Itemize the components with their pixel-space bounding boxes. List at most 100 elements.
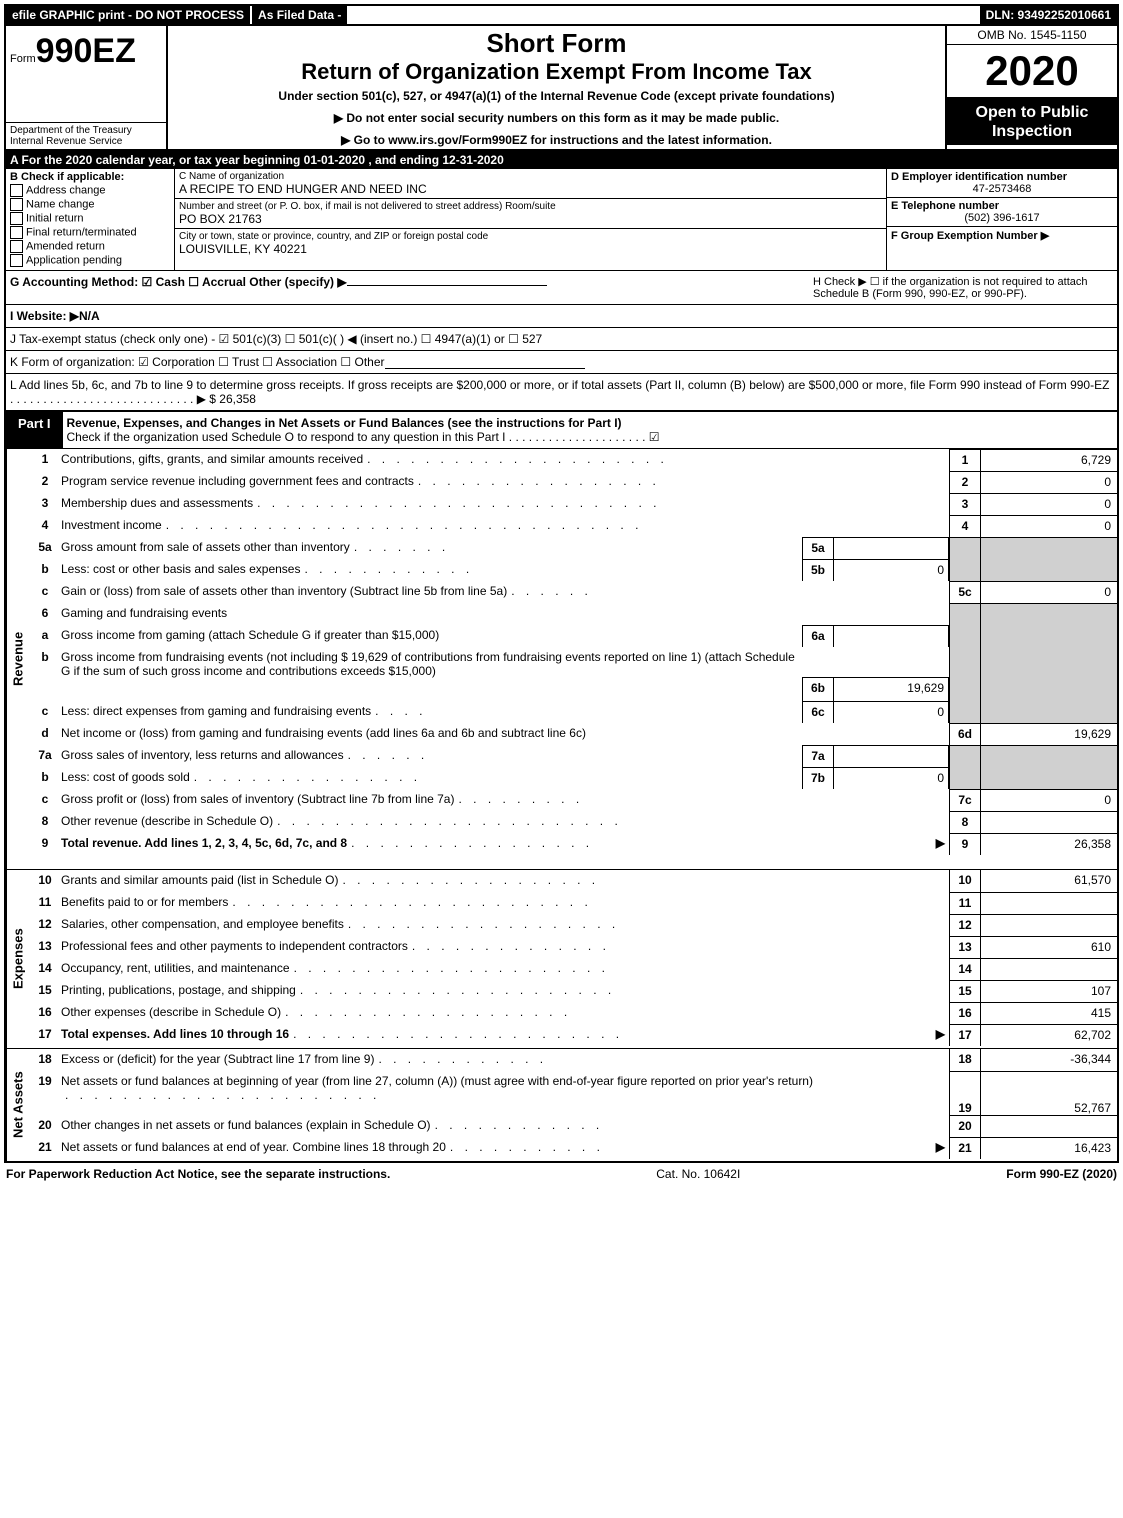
line-7c: c Gross profit or (loss) from sales of i… bbox=[29, 789, 1117, 811]
g-cell: G Accounting Method: ☑ Cash ☐ Accrual Ot… bbox=[10, 275, 813, 300]
line-6d: d Net income or (loss) from gaming and f… bbox=[29, 723, 1117, 745]
c-addr-val: PO BOX 21763 bbox=[179, 212, 882, 226]
title-cell: Short Form Return of Organization Exempt… bbox=[168, 26, 945, 149]
chk-final: Final return/terminated bbox=[10, 226, 170, 239]
city-cell: City or town, state or province, country… bbox=[175, 229, 886, 258]
omb-label: OMB No. 1545-1150 bbox=[947, 26, 1117, 45]
h-cell: H Check ▶ ☐ if the organization is not r… bbox=[813, 275, 1113, 300]
footer: For Paperwork Reduction Act Notice, see … bbox=[4, 1163, 1119, 1185]
line-20: 20 Other changes in net assets or fund b… bbox=[29, 1115, 1117, 1137]
k-label: K Form of organization: ☑ Corporation ☐ … bbox=[10, 355, 385, 369]
efile-label: efile GRAPHIC print - DO NOT PROCESS bbox=[6, 6, 250, 24]
line-9: 9 Total revenue. Add lines 1, 2, 3, 4, 5… bbox=[29, 833, 1117, 855]
line-6: 6 Gaming and fundraising events bbox=[29, 603, 1117, 625]
line-8: 8 Other revenue (describe in Schedule O)… bbox=[29, 811, 1117, 833]
c-name-label: C Name of organization bbox=[179, 171, 882, 182]
line-21: 21 Net assets or fund balances at end of… bbox=[29, 1137, 1117, 1159]
chk-pending: Application pending bbox=[10, 254, 170, 267]
form-prefix: Form bbox=[10, 53, 36, 65]
ein-val: 47-2573468 bbox=[891, 183, 1113, 195]
line-2: 2 Program service revenue including gove… bbox=[29, 471, 1117, 493]
line-12: 12 Salaries, other compensation, and emp… bbox=[29, 914, 1117, 936]
footer-left: For Paperwork Reduction Act Notice, see … bbox=[6, 1167, 390, 1181]
form-990-label: Form990EZ bbox=[6, 26, 166, 71]
line-3: 3 Membership dues and assessments. . . .… bbox=[29, 493, 1117, 515]
c-addr-label: Number and street (or P. O. box, if mail… bbox=[179, 201, 882, 212]
b-header: B Check if applicable: bbox=[10, 171, 170, 183]
k-row: K Form of organization: ☑ Corporation ☐ … bbox=[4, 351, 1119, 374]
line-6a: a Gross income from gaming (attach Sched… bbox=[29, 625, 1117, 647]
g-label: G Accounting Method: ☑ Cash ☐ Accrual Ot… bbox=[10, 275, 347, 289]
dept-label: Department of the Treasury Internal Reve… bbox=[6, 122, 166, 149]
side-expenses: Expenses bbox=[6, 870, 29, 1048]
chk-name: Name change bbox=[10, 198, 170, 211]
l-row: L Add lines 5b, 6c, and 7b to line 9 to … bbox=[4, 374, 1119, 412]
gh-row: G Accounting Method: ☑ Cash ☐ Accrual Ot… bbox=[4, 271, 1119, 305]
part-1-check: Check if the organization used Schedule … bbox=[67, 430, 660, 444]
chk-amended: Amended return bbox=[10, 240, 170, 253]
line-19: 19 Net assets or fund balances at beginn… bbox=[29, 1071, 1117, 1115]
line-1: 1 Contributions, gifts, grants, and simi… bbox=[29, 449, 1117, 471]
side-revenue: Revenue bbox=[6, 449, 29, 869]
c-name-val: A RECIPE TO END HUNGER AND NEED INC bbox=[179, 182, 882, 196]
grp-label: F Group Exemption Number ▶ bbox=[891, 229, 1113, 242]
line-5c: c Gain or (loss) from sale of assets oth… bbox=[29, 581, 1117, 603]
line-15: 15 Printing, publications, postage, and … bbox=[29, 980, 1117, 1002]
ein-cell: D Employer identification number 47-2573… bbox=[887, 169, 1117, 198]
j-row: J Tax-exempt status (check only one) - ☑… bbox=[4, 328, 1119, 351]
footer-mid: Cat. No. 10642I bbox=[390, 1167, 1006, 1181]
grp-cell: F Group Exemption Number ▶ bbox=[887, 227, 1117, 270]
dln-label: DLN: 93492252010661 bbox=[980, 6, 1117, 24]
org-name-cell: C Name of organization A RECIPE TO END H… bbox=[175, 169, 886, 199]
line-6c: c Less: direct expenses from gaming and … bbox=[29, 701, 1117, 723]
as-filed-blank bbox=[347, 13, 359, 17]
line-7b: b Less: cost of goods sold. . . . . . . … bbox=[29, 767, 1117, 789]
line-10: 10 Grants and similar amounts paid (list… bbox=[29, 870, 1117, 892]
part-1-title: Revenue, Expenses, and Changes in Net As… bbox=[63, 412, 1117, 448]
chk-initial: Initial return bbox=[10, 212, 170, 225]
col-d: D Employer identification number 47-2573… bbox=[886, 169, 1117, 270]
form-number: 990EZ bbox=[36, 32, 136, 70]
form-table: Revenue 1 Contributions, gifts, grants, … bbox=[4, 449, 1119, 1163]
chk-address: Address change bbox=[10, 184, 170, 197]
line-6b: b Gross income from fundraising events (… bbox=[29, 647, 1117, 701]
open-public-label: Open to Public Inspection bbox=[947, 99, 1117, 145]
tel-label: E Telephone number bbox=[891, 200, 1113, 212]
line-16: 16 Other expenses (describe in Schedule … bbox=[29, 1002, 1117, 1024]
form-name-cell: Form990EZ Department of the Treasury Int… bbox=[6, 26, 168, 149]
tel-cell: E Telephone number (502) 396-1617 bbox=[887, 198, 1117, 227]
footer-right: Form 990-EZ (2020) bbox=[1006, 1167, 1117, 1181]
note-1: ▶ Do not enter social security numbers o… bbox=[174, 111, 939, 125]
form-header: Form990EZ Department of the Treasury Int… bbox=[4, 26, 1119, 151]
i-label: I Website: ▶N/A bbox=[10, 309, 100, 323]
addr-cell: Number and street (or P. O. box, if mail… bbox=[175, 199, 886, 229]
subtitle: Under section 501(c), 527, or 4947(a)(1)… bbox=[174, 89, 939, 103]
as-filed-label: As Filed Data - bbox=[250, 6, 347, 24]
return-title: Return of Organization Exempt From Incom… bbox=[174, 59, 939, 85]
part-1-header: Part I Revenue, Expenses, and Changes in… bbox=[4, 412, 1119, 449]
side-netassets: Net Assets bbox=[6, 1049, 29, 1161]
ein-label: D Employer identification number bbox=[891, 171, 1113, 183]
line-4: 4 Investment income. . . . . . . . . . .… bbox=[29, 515, 1117, 537]
tel-val: (502) 396-1617 bbox=[891, 212, 1113, 224]
c-city-val: LOUISVILLE, KY 40221 bbox=[179, 242, 882, 256]
line-14: 14 Occupancy, rent, utilities, and maint… bbox=[29, 958, 1117, 980]
row-a: A For the 2020 calendar year, or tax yea… bbox=[4, 151, 1119, 169]
top-bar: efile GRAPHIC print - DO NOT PROCESS As … bbox=[4, 4, 1119, 26]
line-5b: b Less: cost or other basis and sales ex… bbox=[29, 559, 1117, 581]
line-5a: 5a Gross amount from sale of assets othe… bbox=[29, 537, 1117, 559]
year-label: 2020 bbox=[947, 45, 1117, 99]
line-17: 17 Total expenses. Add lines 10 through … bbox=[29, 1024, 1117, 1046]
i-row: I Website: ▶N/A bbox=[4, 305, 1119, 328]
line-13: 13 Professional fees and other payments … bbox=[29, 936, 1117, 958]
line-18: 18 Excess or (deficit) for the year (Sub… bbox=[29, 1049, 1117, 1071]
right-header-cell: OMB No. 1545-1150 2020 Open to Public In… bbox=[945, 26, 1117, 149]
short-form-title: Short Form bbox=[174, 28, 939, 59]
part-1-title-text: Revenue, Expenses, and Changes in Net As… bbox=[67, 416, 622, 430]
note-2: ▶ Go to www.irs.gov/Form990EZ for instru… bbox=[174, 133, 939, 147]
col-c: C Name of organization A RECIPE TO END H… bbox=[175, 169, 886, 270]
part-1-label: Part I bbox=[6, 412, 63, 448]
col-b: B Check if applicable: Address change Na… bbox=[6, 169, 175, 270]
c-city-label: City or town, state or province, country… bbox=[179, 231, 882, 242]
info-grid: B Check if applicable: Address change Na… bbox=[4, 169, 1119, 271]
